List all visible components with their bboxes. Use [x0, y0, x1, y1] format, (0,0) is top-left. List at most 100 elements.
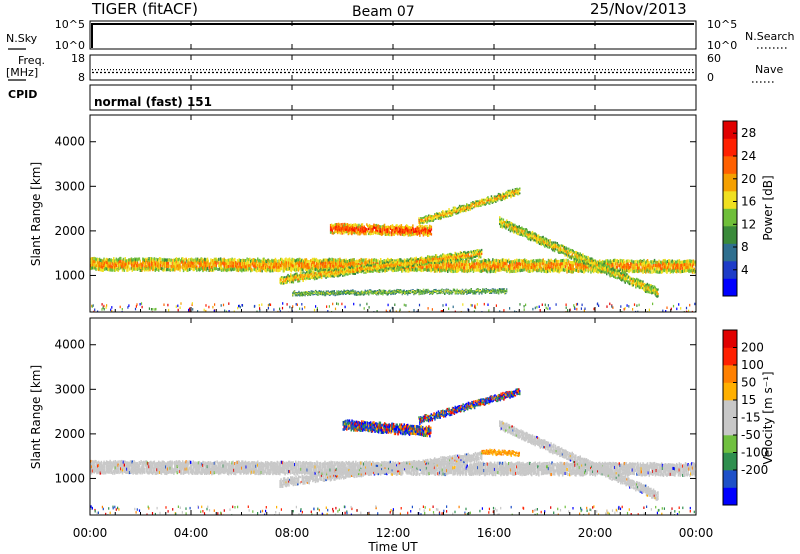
power-echo-cell [367, 232, 370, 236]
power-echo-cell [408, 230, 410, 234]
power-echo-cell [644, 290, 647, 293]
power-echo-cell [356, 263, 359, 267]
power-echo-cell [478, 203, 480, 206]
power-echo-cell [594, 259, 597, 263]
power-echo-cell [408, 226, 410, 229]
power-echo-cell [513, 266, 515, 270]
power-echo-cell [369, 225, 372, 228]
power-echo-cell [305, 273, 308, 276]
power-echo-cell [397, 264, 400, 266]
power-echo-cell [216, 259, 218, 263]
power-echo-cell [432, 216, 434, 219]
power-echo-cell [351, 270, 354, 273]
power-echo-cell [591, 261, 593, 265]
power-echo-cell [340, 267, 342, 270]
power-echo-cell [508, 225, 511, 228]
power-echo-cell [513, 269, 515, 273]
power-echo-cell [136, 263, 138, 267]
power-echo-cell [448, 257, 450, 260]
power-echo-cell [332, 264, 334, 268]
power-echo-cell [551, 241, 553, 244]
power-echo-cell [402, 260, 404, 263]
power-echo-cell [301, 258, 303, 262]
power-echo-cell [517, 259, 520, 263]
power-echo-cell [269, 266, 271, 270]
power-echo-cell [642, 282, 644, 285]
power-echo-cell [503, 193, 505, 195]
power-echo-cell [505, 220, 507, 223]
power-echo-cell [385, 268, 387, 272]
power-echo-cell [570, 270, 573, 274]
power-echo-cell [478, 263, 481, 267]
power-echo-cell [666, 267, 668, 271]
power-echo-cell [525, 228, 528, 231]
power-echo-cell [589, 259, 591, 262]
power-echo-cell [544, 241, 546, 244]
power-echo-cell [420, 262, 423, 265]
power-echo-cell [264, 259, 266, 263]
power-echo-cell [645, 290, 648, 294]
power-echo-cell [427, 220, 429, 223]
power-echo-cell [434, 257, 436, 260]
power-echo-cell [577, 256, 580, 259]
power-echo-cell [643, 284, 645, 287]
power-echo-cell [147, 259, 149, 263]
power-echo-cell [552, 266, 554, 270]
power-echo-cell [370, 262, 372, 266]
power-echo-cell [406, 225, 409, 228]
power-echo-cell [380, 262, 382, 265]
power-echo-cell [341, 229, 343, 233]
power-echo-cell [396, 263, 398, 266]
power-echo-cell [408, 228, 410, 231]
power-echo-cell [375, 264, 378, 267]
power-echo-cell [643, 286, 645, 289]
power-echo-cell [316, 273, 318, 276]
power-echo-cell [428, 268, 430, 272]
power-echo-cell [535, 259, 537, 263]
power-echo-cell [681, 263, 683, 267]
power-echo-cell [317, 262, 319, 266]
power-echo-cell [510, 228, 512, 231]
power-echo-cell [539, 236, 542, 239]
power-echo-cell [583, 255, 586, 258]
power-echo-cell [390, 225, 392, 228]
power-echo-cell [289, 265, 292, 269]
power-echo-cell [174, 259, 176, 263]
power-echo-cell [310, 293, 313, 295]
power-echo-cell [353, 258, 355, 262]
power-echo-cell [186, 265, 188, 269]
power-echo-cell [666, 264, 668, 268]
power-echo-cell [346, 260, 348, 264]
power-echo-cell [369, 270, 371, 273]
power-echo-cell [108, 261, 111, 265]
power-echo-cell [210, 261, 212, 265]
power-echo-cell [431, 220, 433, 222]
power-echo-cell [290, 275, 292, 278]
power-echo-cell [650, 290, 652, 293]
power-echo-cell [432, 255, 434, 258]
power-echo-cell [548, 244, 550, 247]
power-echo-cell [645, 263, 648, 267]
power-echo-cell [122, 260, 125, 264]
power-echo-cell [336, 226, 339, 230]
power-echo-cell [257, 265, 260, 269]
power-echo-cell [420, 265, 422, 269]
power-echo-cell [512, 225, 514, 228]
power-echo-cell [624, 274, 626, 278]
power-echo-cell [382, 225, 384, 228]
power-echo-cell [265, 263, 268, 267]
power-echo-cell [139, 259, 141, 263]
power-echo-cell [430, 225, 433, 229]
power-echo-cell [634, 278, 636, 281]
power-echo-cell [295, 274, 297, 277]
power-echo-cell [546, 269, 549, 273]
power-echo-cell [327, 269, 329, 272]
power-echo-cell [443, 258, 446, 261]
power-echo-cell [206, 260, 209, 264]
power-echo-cell [370, 232, 372, 235]
power-echo-cell [214, 267, 217, 271]
power-echo-cell [583, 264, 585, 268]
power-echo-cell [466, 257, 469, 260]
power-echo-cell [693, 267, 696, 271]
power-echo-cell [683, 263, 686, 267]
